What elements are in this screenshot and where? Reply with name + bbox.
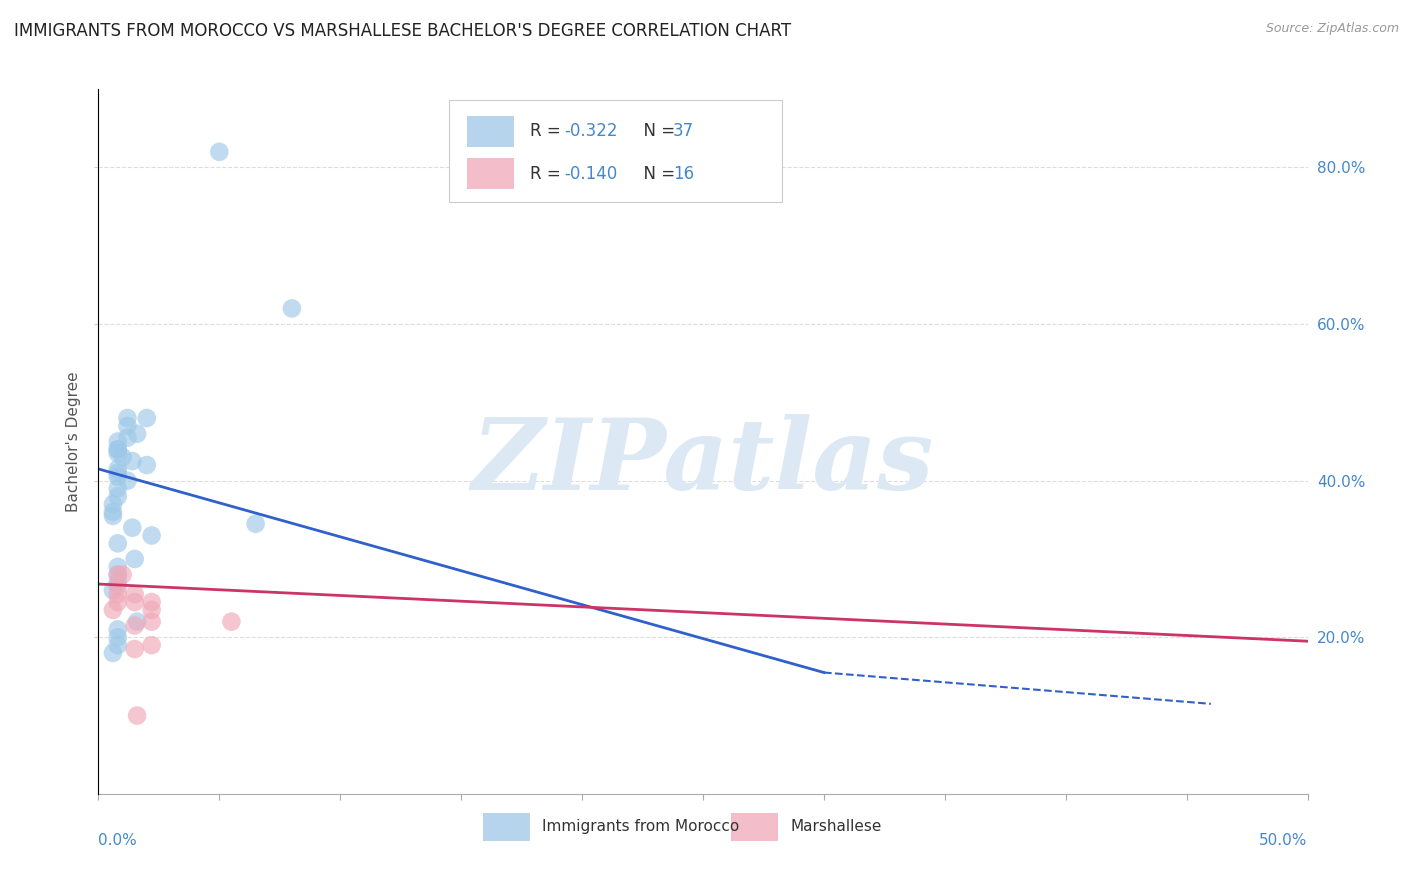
Point bbox=[117, 474, 139, 488]
Text: 37: 37 bbox=[672, 122, 695, 140]
Text: N =: N = bbox=[633, 122, 681, 140]
Point bbox=[101, 508, 124, 523]
Point bbox=[107, 630, 129, 644]
Point bbox=[127, 615, 149, 629]
Text: ZIPatlas: ZIPatlas bbox=[472, 415, 934, 511]
Point bbox=[117, 418, 139, 433]
Point bbox=[107, 446, 129, 460]
FancyBboxPatch shape bbox=[731, 813, 778, 841]
Point bbox=[141, 528, 163, 542]
Point bbox=[107, 536, 129, 550]
Point bbox=[245, 516, 267, 531]
Point bbox=[101, 583, 124, 598]
Text: R =: R = bbox=[530, 165, 567, 183]
Point bbox=[101, 497, 124, 511]
Point bbox=[107, 559, 129, 574]
Point bbox=[124, 642, 146, 657]
Point bbox=[208, 145, 231, 159]
Point bbox=[141, 595, 163, 609]
Point bbox=[121, 454, 143, 468]
Point bbox=[107, 567, 129, 582]
Point bbox=[107, 462, 129, 476]
Point bbox=[124, 595, 146, 609]
Text: -0.322: -0.322 bbox=[564, 122, 617, 140]
Point bbox=[107, 638, 129, 652]
Text: Marshallese: Marshallese bbox=[790, 820, 882, 835]
Text: R =: R = bbox=[530, 122, 567, 140]
Point bbox=[127, 426, 149, 441]
Text: N =: N = bbox=[633, 165, 681, 183]
Text: IMMIGRANTS FROM MOROCCO VS MARSHALLESE BACHELOR'S DEGREE CORRELATION CHART: IMMIGRANTS FROM MOROCCO VS MARSHALLESE B… bbox=[14, 22, 792, 40]
Text: Source: ZipAtlas.com: Source: ZipAtlas.com bbox=[1265, 22, 1399, 36]
Point bbox=[111, 450, 134, 465]
Point bbox=[124, 552, 146, 566]
Point bbox=[107, 466, 129, 480]
Point bbox=[127, 708, 149, 723]
Point bbox=[101, 603, 124, 617]
Point bbox=[117, 411, 139, 425]
Text: -0.140: -0.140 bbox=[564, 165, 617, 183]
Point bbox=[107, 442, 129, 457]
Point bbox=[107, 595, 129, 609]
Point bbox=[107, 579, 129, 593]
Point bbox=[121, 521, 143, 535]
Text: 50.0%: 50.0% bbox=[1260, 832, 1308, 847]
Y-axis label: Bachelor's Degree: Bachelor's Degree bbox=[66, 371, 82, 512]
Point bbox=[107, 623, 129, 637]
Point bbox=[135, 411, 157, 425]
Point bbox=[124, 587, 146, 601]
FancyBboxPatch shape bbox=[467, 116, 515, 147]
Text: 16: 16 bbox=[672, 165, 695, 183]
Point bbox=[101, 505, 124, 519]
Point bbox=[117, 431, 139, 445]
Point bbox=[101, 646, 124, 660]
Text: Immigrants from Morocco: Immigrants from Morocco bbox=[543, 820, 740, 835]
Point bbox=[281, 301, 304, 316]
Point bbox=[124, 618, 146, 632]
Point bbox=[107, 587, 129, 601]
Point bbox=[107, 482, 129, 496]
Point bbox=[107, 469, 129, 483]
Point bbox=[141, 638, 163, 652]
Point bbox=[107, 489, 129, 503]
Point bbox=[107, 567, 129, 582]
FancyBboxPatch shape bbox=[467, 158, 515, 189]
Point bbox=[141, 615, 163, 629]
Point bbox=[107, 442, 129, 457]
Text: 0.0%: 0.0% bbox=[98, 832, 138, 847]
FancyBboxPatch shape bbox=[482, 813, 530, 841]
Point bbox=[107, 575, 129, 590]
Point bbox=[107, 434, 129, 449]
Point bbox=[221, 615, 243, 629]
FancyBboxPatch shape bbox=[449, 100, 782, 202]
Point bbox=[111, 567, 134, 582]
Point bbox=[135, 458, 157, 472]
Point bbox=[141, 603, 163, 617]
